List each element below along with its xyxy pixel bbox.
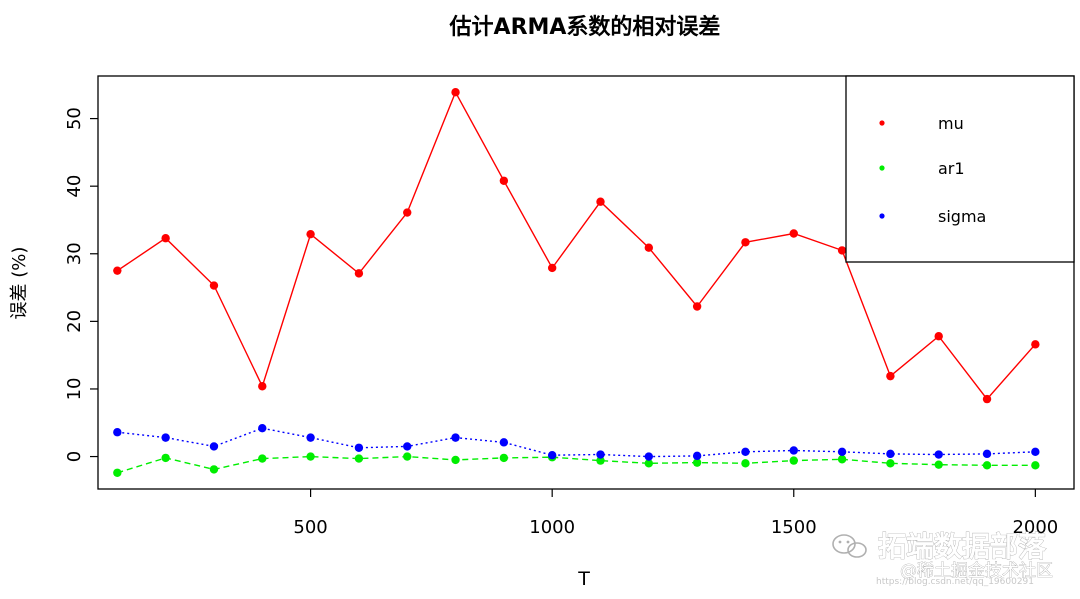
data-point-ar1 — [451, 455, 460, 465]
data-point-mu — [886, 371, 895, 381]
watermark-brand: 拓端数据部落 — [878, 530, 1047, 563]
data-point-sigma — [547, 451, 557, 460]
data-point-sigma — [113, 428, 122, 437]
legend-label-sigma: sigma — [938, 207, 986, 226]
data-point-mu — [741, 238, 750, 247]
data-point-ar1 — [354, 454, 364, 463]
watermark-url: https://blog.csdn.net/qq_19600291 — [876, 577, 1034, 587]
data-point-sigma — [837, 447, 847, 457]
y-tick-label: 0 — [64, 451, 85, 462]
data-point-ar1 — [982, 461, 992, 470]
series-sigma — [113, 423, 1040, 461]
data-point-ar1 — [837, 455, 847, 464]
data-point-sigma — [354, 443, 364, 452]
y-tick-label: 40 — [64, 175, 85, 198]
series-mu — [113, 88, 1040, 404]
series-layer — [113, 88, 1040, 477]
data-point-ar1 — [596, 456, 605, 465]
data-point-mu — [692, 302, 702, 311]
data-point-sigma — [789, 446, 798, 455]
legend-label-ar1: ar1 — [938, 159, 965, 178]
data-point-mu — [934, 332, 943, 341]
data-point-sigma — [306, 433, 315, 442]
y-axis: 0 10 20 30 40 50 — [64, 107, 98, 462]
data-point-sigma — [403, 442, 412, 451]
data-point-mu — [258, 382, 267, 391]
data-point-sigma — [982, 449, 992, 459]
data-point-mu — [547, 263, 557, 273]
data-point-sigma — [886, 449, 895, 459]
data-point-ar1 — [1031, 461, 1040, 470]
legend-marker-sigma — [879, 213, 885, 219]
data-point-mu — [161, 234, 170, 243]
wechat-icon — [832, 534, 867, 558]
legend: mu ar1 sigma — [845, 75, 1075, 263]
plot-frame — [97, 75, 1075, 490]
legend-items: mu ar1 sigma — [879, 114, 986, 226]
y-tick-label: 30 — [64, 242, 85, 265]
data-point-mu — [1031, 340, 1040, 349]
chart-title: 估计ARMA系数的相对误差 — [449, 14, 721, 40]
data-point-sigma — [741, 447, 750, 457]
data-point-ar1 — [499, 453, 509, 463]
data-point-sigma — [209, 442, 219, 451]
x-axis-label: T — [577, 568, 590, 590]
data-point-ar1 — [113, 468, 122, 477]
data-point-mu — [789, 229, 798, 238]
y-tick-label: 20 — [64, 310, 85, 333]
x-axis: 500 1000 1500 2000 — [293, 489, 1058, 538]
data-point-ar1 — [886, 459, 895, 468]
data-point-sigma — [692, 451, 702, 461]
y-tick-label: 10 — [64, 378, 85, 401]
data-point-mu — [596, 197, 605, 206]
y-tick-label: 50 — [64, 107, 85, 130]
series-line-sigma — [117, 427, 1036, 458]
data-point-sigma — [258, 423, 267, 433]
data-point-ar1 — [692, 458, 702, 467]
data-point-mu — [209, 281, 219, 290]
x-tick-label: 500 — [293, 517, 327, 538]
legend-marker-mu — [879, 120, 885, 126]
data-point-mu — [837, 246, 847, 255]
data-point-mu — [403, 208, 412, 217]
watermark-site: @稀土掘金技术社区 — [900, 561, 1053, 581]
series-ar1 — [113, 452, 1040, 477]
data-point-mu — [982, 394, 992, 404]
data-point-ar1 — [789, 456, 798, 465]
data-point-ar1 — [741, 459, 750, 468]
data-point-sigma — [161, 433, 170, 442]
y-axis-label: 误差 (%) — [9, 247, 30, 320]
x-tick-label: 2000 — [1012, 517, 1058, 538]
series-line-mu — [116, 90, 1036, 401]
legend-marker-ar1 — [879, 165, 885, 171]
watermark: 拓端数据部落 @稀土掘金技术社区 https://blog.csdn.net/q… — [832, 530, 1053, 587]
data-point-mu — [644, 243, 654, 252]
data-point-ar1 — [161, 453, 170, 463]
data-point-ar1 — [644, 459, 654, 468]
legend-label-mu: mu — [938, 114, 964, 133]
data-point-mu — [451, 88, 460, 97]
x-tick-label: 1000 — [529, 517, 575, 538]
data-point-sigma — [596, 450, 605, 459]
data-point-mu — [306, 229, 315, 239]
data-point-sigma — [1031, 447, 1040, 457]
data-point-ar1 — [258, 454, 267, 463]
data-point-sigma — [451, 433, 460, 442]
data-point-ar1 — [403, 452, 412, 461]
series-line-ar1 — [117, 455, 1036, 474]
data-point-ar1 — [306, 452, 315, 461]
data-point-mu — [354, 269, 364, 278]
data-point-sigma — [934, 450, 943, 459]
data-point-sigma — [644, 452, 654, 461]
data-point-mu — [113, 266, 122, 275]
data-point-ar1 — [934, 460, 943, 469]
data-point-ar1 — [209, 465, 219, 474]
x-tick-label: 1500 — [771, 517, 817, 538]
data-point-mu — [499, 176, 509, 185]
data-point-sigma — [499, 438, 509, 447]
